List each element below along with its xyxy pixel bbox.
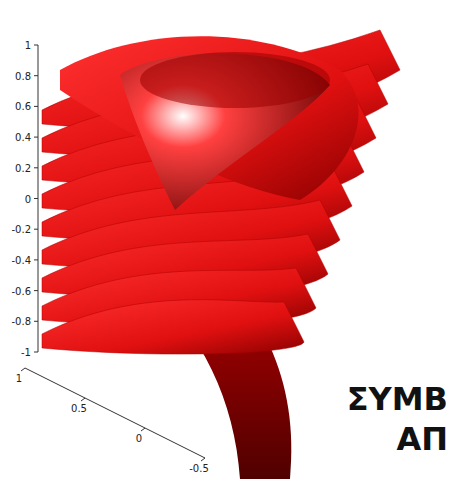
svg-text:1: 1 — [25, 40, 31, 51]
svg-text:-1: -1 — [21, 347, 31, 358]
svg-text:ΣΥΜΒ: ΣΥΜΒ — [347, 380, 448, 418]
svg-text:-0.5: -0.5 — [189, 463, 209, 474]
svg-text:0.4: 0.4 — [15, 132, 31, 143]
svg-text:1: 1 — [16, 373, 22, 384]
svg-text:0.6: 0.6 — [15, 101, 31, 112]
svg-text:-0.8: -0.8 — [11, 316, 31, 327]
svg-text:0: 0 — [25, 194, 31, 205]
svg-text:-0.4: -0.4 — [11, 255, 31, 266]
svg-text:0: 0 — [136, 433, 142, 444]
svg-text:0.5: 0.5 — [71, 403, 87, 414]
svg-text:-0.2: -0.2 — [11, 224, 31, 235]
svg-text:0.8: 0.8 — [15, 71, 31, 82]
svg-text:-0.6: -0.6 — [11, 286, 31, 297]
svg-text:ΑΠ: ΑΠ — [396, 420, 448, 458]
svg-text:0.2: 0.2 — [15, 163, 31, 174]
